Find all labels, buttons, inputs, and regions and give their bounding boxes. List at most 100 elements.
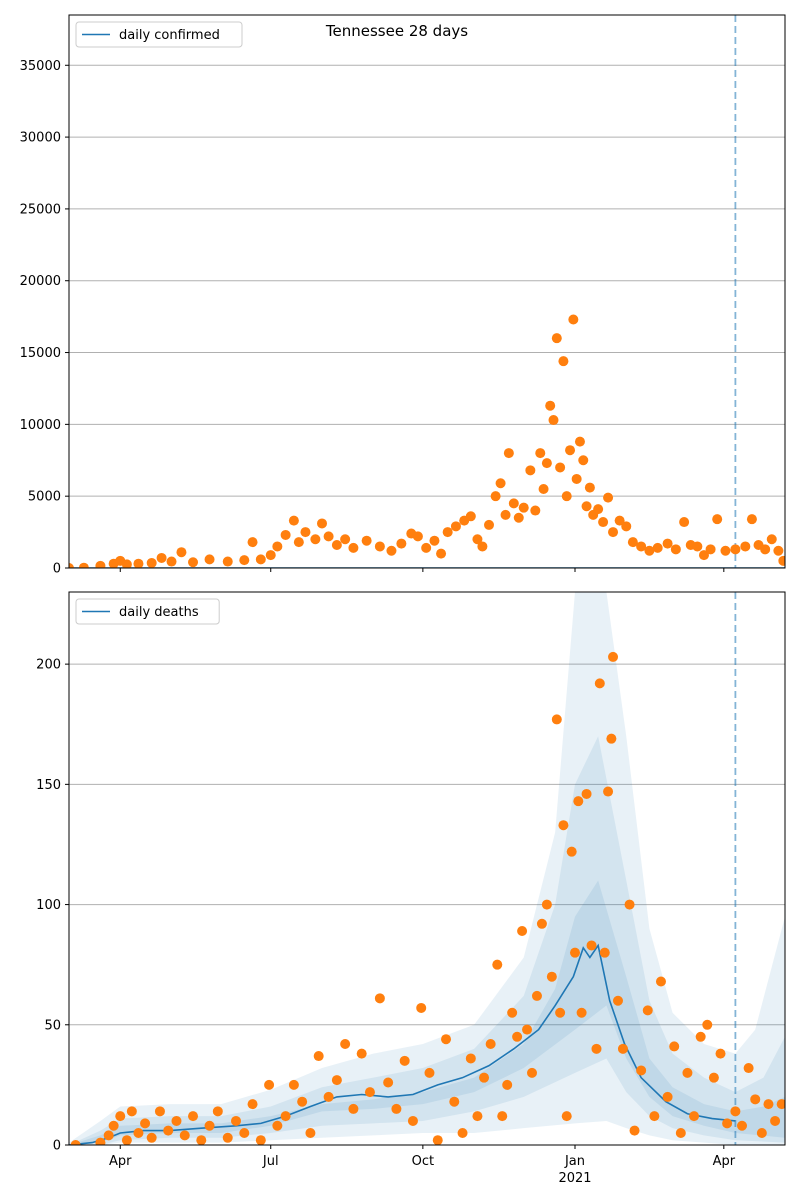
data-point — [675, 1127, 686, 1138]
y-tick-label: 15000 — [20, 346, 61, 361]
data-point — [682, 1067, 693, 1078]
data-point — [485, 1039, 496, 1050]
data-point — [247, 1099, 258, 1110]
data-point — [416, 1002, 427, 1013]
data-point — [412, 531, 423, 542]
data-point — [541, 458, 552, 469]
data-point — [737, 1120, 748, 1131]
data-point — [591, 1043, 602, 1054]
data-point — [288, 1079, 299, 1090]
data-point — [465, 511, 476, 522]
data-point — [655, 976, 666, 987]
data-point — [310, 534, 321, 545]
data-point — [614, 515, 625, 526]
data-point — [730, 544, 741, 555]
uncertainty-band — [69, 736, 785, 1145]
data-point — [421, 542, 432, 553]
axes-frame — [68, 591, 786, 1146]
uncertainty-band — [69, 880, 785, 1145]
data-point — [569, 947, 580, 958]
data-point — [239, 555, 250, 566]
y-tick-label: 200 — [36, 658, 61, 673]
y-tick-label: 150 — [36, 778, 61, 793]
data-point — [561, 491, 572, 502]
data-point — [313, 1051, 324, 1062]
data-point — [457, 1127, 468, 1138]
data-point — [702, 1019, 713, 1030]
data-point — [636, 541, 647, 552]
data-point — [770, 1115, 781, 1126]
data-point — [154, 1106, 165, 1117]
data-point — [652, 542, 663, 553]
data-point — [644, 545, 655, 556]
data-point — [750, 1094, 761, 1105]
data-point — [78, 562, 89, 568]
y-tick-label: 30000 — [20, 131, 61, 146]
data-point — [364, 1087, 375, 1098]
data-point — [565, 445, 576, 456]
data-point — [599, 947, 610, 958]
data-point — [484, 519, 495, 530]
data-point — [568, 314, 579, 325]
data-point — [551, 714, 562, 725]
data-point — [95, 1137, 106, 1145]
data-point — [442, 527, 453, 538]
data-point — [558, 820, 569, 831]
data-point — [548, 415, 559, 426]
data-point — [323, 531, 334, 542]
data-point — [331, 540, 342, 551]
data-point — [255, 554, 266, 565]
y-tick-label: 5000 — [28, 490, 61, 505]
data-point — [689, 1111, 700, 1122]
data-point — [396, 538, 407, 549]
data-point — [386, 545, 397, 556]
data-point — [450, 521, 461, 532]
data-point — [305, 1127, 316, 1138]
data-point — [561, 1111, 572, 1122]
data-point — [222, 1132, 233, 1143]
data-point — [449, 1096, 460, 1107]
data-point — [773, 545, 784, 556]
data-point — [297, 1096, 308, 1107]
data-point — [507, 1007, 518, 1018]
data-point — [502, 1079, 513, 1090]
data-point — [708, 1072, 719, 1083]
data-point — [712, 514, 723, 525]
data-point — [340, 1039, 351, 1050]
data-point — [740, 541, 751, 552]
data-point — [126, 1106, 137, 1117]
y-tick-label: 25000 — [20, 202, 61, 217]
data-point — [566, 846, 577, 857]
data-point — [722, 1118, 733, 1129]
data-point — [508, 498, 519, 509]
data-point — [441, 1034, 452, 1045]
data-point — [146, 1132, 157, 1143]
data-point — [603, 492, 614, 503]
data-point — [512, 1031, 523, 1042]
data-point — [140, 1118, 151, 1129]
data-point — [465, 1053, 476, 1064]
data-point — [472, 534, 483, 545]
data-point — [429, 535, 440, 546]
legend-box — [75, 21, 243, 48]
data-point — [629, 1125, 640, 1136]
data-point — [578, 455, 589, 466]
data-point — [603, 786, 614, 797]
x-tick-label: Jan — [564, 1154, 585, 1169]
data-point — [594, 678, 605, 689]
data-point — [662, 1091, 673, 1102]
data-point — [383, 1077, 394, 1088]
data-point — [636, 1065, 647, 1076]
data-point — [247, 537, 258, 548]
data-point — [776, 1099, 785, 1110]
x-tick-label: Jul — [262, 1154, 279, 1169]
data-point — [763, 1099, 774, 1110]
data-point — [517, 926, 528, 937]
data-point — [531, 990, 542, 1001]
data-point — [705, 544, 716, 555]
data-point — [766, 534, 777, 545]
data-point — [530, 505, 541, 516]
data-point — [513, 512, 524, 523]
data-point — [432, 1135, 443, 1145]
